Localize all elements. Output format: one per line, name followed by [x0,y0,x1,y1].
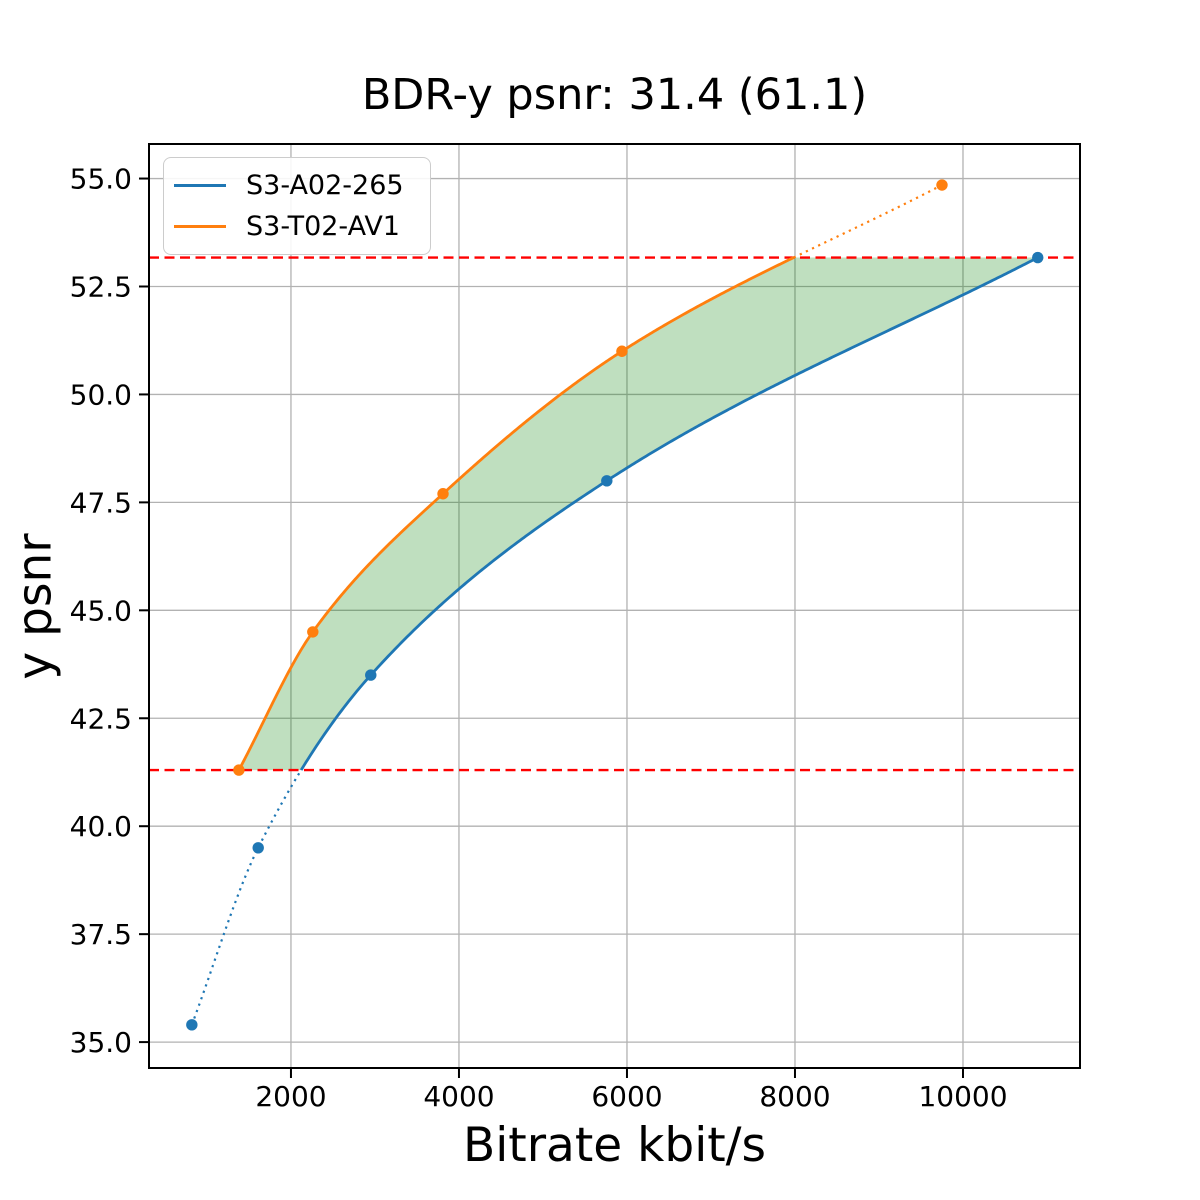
legend-line-swatch-orange [174,225,226,228]
data-point-marker-orange [936,179,948,191]
series-orange-solid-line [237,256,795,771]
y-tick-label: 42.5 [70,702,132,735]
x-tick-label: 2000 [255,1080,326,1113]
data-point-marker-blue [365,669,377,681]
y-tick-label: 40.0 [70,810,132,843]
y-tick-label: 37.5 [70,918,132,951]
legend-label: S3-T02-AV1 [246,211,400,242]
data-point-marker-blue [252,842,264,854]
legend-item-s3-t02-av1: S3-T02-AV1 [174,213,404,240]
x-axis-label: Bitrate kbit/s [463,1118,766,1173]
plot-border [148,143,1081,1069]
x-tick-label: 6000 [591,1080,662,1113]
legend-line-swatch-blue [174,184,226,187]
y-tick-label: 50.0 [70,378,132,411]
data-point-marker-orange [437,488,449,500]
legend: S3-A02-265 S3-T02-AV1 [163,157,431,255]
x-tick-label: 10000 [918,1080,1007,1113]
series-blue-solid-line [299,256,1039,771]
x-tick-label: 8000 [759,1080,830,1113]
bd-fill-region [238,257,1038,771]
y-axis-label: y psnr [7,532,63,680]
data-point-marker-blue [1032,251,1044,264]
series-blue-dotted-line [190,769,303,1026]
legend-item-s3-a02-265: S3-A02-265 [174,172,404,199]
chart-title: BDR-y psnr: 31.4 (61.1) [361,70,868,120]
data-point-marker-orange [307,626,319,638]
series-orange-dotted-line [793,184,943,259]
y-tick-label: 45.0 [70,594,132,627]
data-point-marker-blue [186,1019,198,1031]
y-tick-label: 52.5 [70,270,132,303]
data-point-marker-blue [601,475,613,487]
y-tick-label: 55.0 [70,163,132,196]
y-axis-label-column: y psnr [0,144,90,1068]
data-point-marker-orange [616,345,628,357]
legend-label: S3-A02-265 [246,170,404,201]
y-tick-label: 35.0 [70,1026,132,1059]
y-tick-label: 47.5 [70,486,132,519]
data-point-marker-orange [233,764,245,776]
x-tick-label: 4000 [423,1080,494,1113]
